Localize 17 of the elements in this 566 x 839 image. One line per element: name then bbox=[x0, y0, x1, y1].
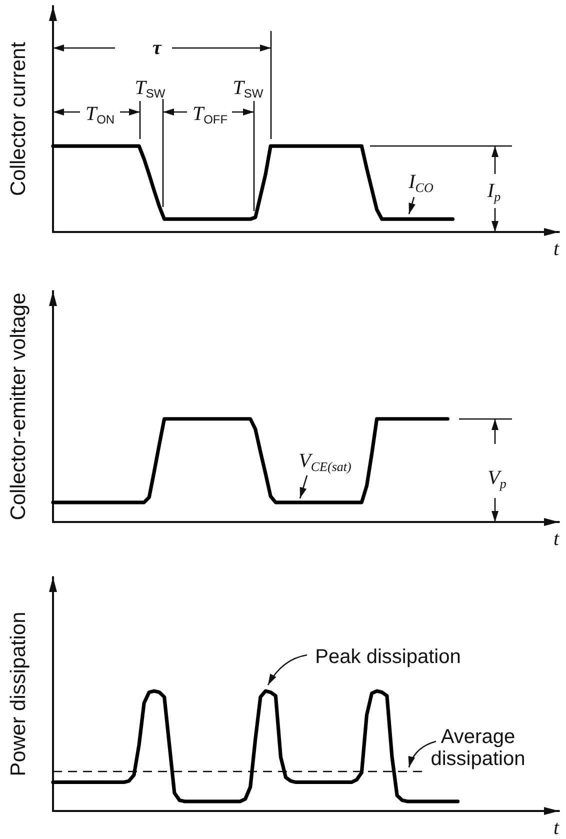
text: τ bbox=[152, 37, 162, 59]
x-axis-title: t bbox=[553, 238, 560, 260]
text: T$_{SW}$ bbox=[232, 77, 264, 101]
text: T$_{ON}$ bbox=[85, 103, 115, 127]
y-axis-title: Collector current bbox=[7, 42, 30, 196]
y-axis-title: Power dissipation bbox=[7, 612, 30, 776]
x-axis-title: t bbox=[553, 528, 560, 550]
annotation: I$_{p}$ bbox=[487, 180, 501, 204]
text: T$_{OFF}$ bbox=[192, 103, 228, 127]
annotation: V$_{p}$ bbox=[488, 467, 506, 491]
annotation: V$_{CE(sat)}$ bbox=[298, 450, 352, 474]
y-axis-title: Collector-emitter voltage bbox=[7, 292, 30, 520]
x-axis-title: t bbox=[553, 817, 560, 839]
annotation: Peak dissipation bbox=[315, 646, 461, 668]
annotation: I$_{CO}$ bbox=[408, 171, 434, 195]
ref-line-label: Average dissipation bbox=[430, 726, 526, 770]
text: T$_{SW}$ bbox=[134, 77, 166, 101]
